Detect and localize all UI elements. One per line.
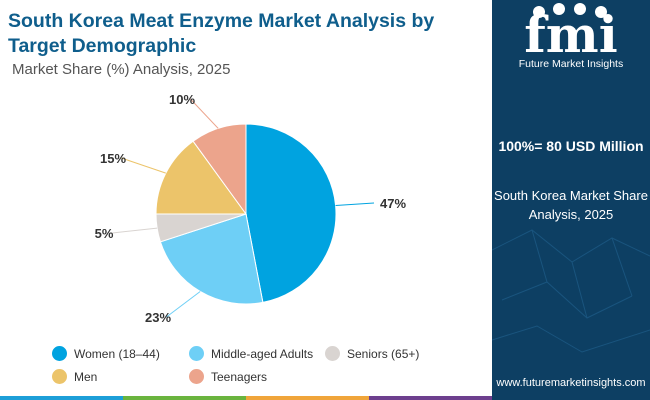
bottom-color-bar [0, 396, 492, 400]
leader-line [121, 157, 166, 174]
bottom-bar-segment [369, 396, 492, 400]
brand-name: Future Market Insights [518, 58, 624, 70]
data-label: 15% [100, 151, 126, 166]
logo-dot-icon [595, 6, 607, 18]
market-description: South Korea Market Share Analysis, 2025 [494, 188, 648, 222]
fmi-logo: fmi [524, 3, 618, 64]
bottom-bar-segment [123, 396, 246, 400]
logo-dot-icon [533, 6, 545, 18]
leader-line [190, 98, 219, 129]
website-link[interactable]: www.futuremarketinsights.com [496, 377, 646, 389]
data-label: 5% [95, 226, 114, 241]
data-label: 47% [380, 196, 406, 211]
pie-slice [245, 123, 337, 303]
chart-subtitle: Market Share (%) Analysis, 2025 [12, 61, 231, 78]
pie-chart: 47% 23% 5% 15% 10% [95, 92, 407, 325]
network-lines [492, 229, 650, 353]
bottom-bar-segment [246, 396, 369, 400]
logo-dot-icon [574, 3, 586, 15]
leader-line [112, 227, 158, 234]
leader-line [166, 291, 201, 318]
side-panel-art: fmi [492, 3, 650, 353]
logo-dot-icon [553, 3, 565, 15]
bottom-bar-segment [0, 396, 123, 400]
chart-title: South Korea Meat Enzyme Market Analysis … [8, 10, 435, 57]
pie-slice [159, 213, 264, 305]
data-label: 10% [169, 92, 195, 107]
side-panel: fmi Future Market Insights 100%= 80 USD … [492, 0, 650, 400]
pie-slice [155, 140, 247, 215]
leader-line [335, 202, 375, 207]
data-label: 23% [145, 310, 171, 325]
market-total: 100%= 80 USD Million [498, 138, 644, 154]
